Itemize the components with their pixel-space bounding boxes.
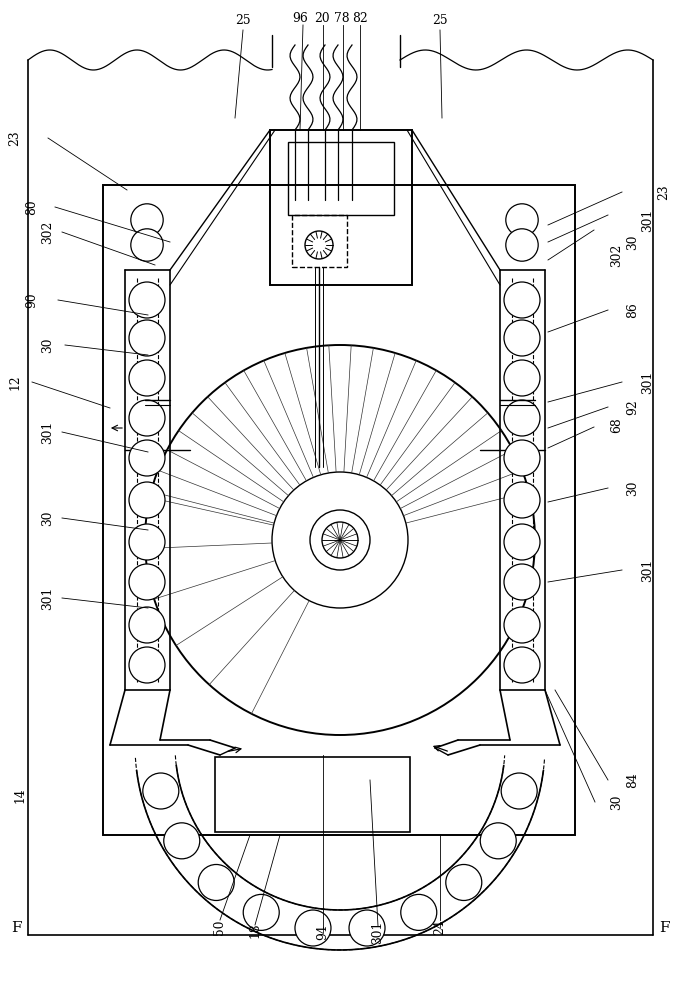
- Text: 302: 302: [610, 243, 624, 267]
- Circle shape: [129, 482, 165, 518]
- Text: 90: 90: [25, 292, 39, 308]
- Text: 20: 20: [314, 11, 330, 24]
- Circle shape: [401, 894, 437, 930]
- Circle shape: [163, 823, 200, 859]
- Circle shape: [506, 204, 538, 236]
- Circle shape: [501, 773, 537, 809]
- Text: 301: 301: [42, 586, 54, 610]
- Circle shape: [129, 360, 165, 396]
- Circle shape: [129, 647, 165, 683]
- Text: 302: 302: [42, 220, 54, 244]
- Text: 68: 68: [610, 417, 624, 433]
- Circle shape: [143, 773, 179, 809]
- Circle shape: [504, 440, 540, 476]
- Text: 301: 301: [642, 558, 654, 582]
- Text: 30: 30: [627, 480, 639, 496]
- Text: 24: 24: [434, 919, 447, 935]
- Text: 301: 301: [372, 920, 385, 944]
- Circle shape: [129, 440, 165, 476]
- Circle shape: [131, 204, 163, 236]
- Text: 96: 96: [292, 11, 308, 24]
- Text: 30: 30: [42, 510, 54, 526]
- Text: 25: 25: [432, 13, 448, 26]
- Text: 301: 301: [642, 208, 654, 232]
- Text: 50: 50: [214, 919, 227, 935]
- Text: 23: 23: [657, 184, 671, 200]
- Text: 18: 18: [249, 922, 262, 938]
- Text: 84: 84: [627, 772, 639, 788]
- Circle shape: [349, 910, 385, 946]
- Text: 94: 94: [317, 924, 330, 940]
- Circle shape: [504, 360, 540, 396]
- Circle shape: [198, 864, 234, 900]
- Circle shape: [504, 647, 540, 683]
- Circle shape: [504, 482, 540, 518]
- Circle shape: [243, 894, 279, 930]
- Text: 301: 301: [642, 370, 654, 394]
- Text: 82: 82: [352, 11, 368, 24]
- Text: 301: 301: [42, 420, 54, 444]
- Circle shape: [129, 400, 165, 436]
- Circle shape: [129, 564, 165, 600]
- Text: 30: 30: [610, 794, 624, 810]
- Text: 23: 23: [8, 130, 22, 146]
- Circle shape: [446, 864, 481, 900]
- Circle shape: [129, 320, 165, 356]
- Circle shape: [506, 229, 538, 261]
- Text: 86: 86: [627, 302, 639, 318]
- Bar: [270, 130, 412, 285]
- Circle shape: [504, 400, 540, 436]
- Text: 30: 30: [42, 337, 54, 353]
- Text: 30: 30: [627, 234, 639, 250]
- Circle shape: [295, 910, 331, 946]
- Text: F: F: [659, 921, 669, 935]
- Circle shape: [504, 320, 540, 356]
- Text: 80: 80: [25, 199, 39, 215]
- Text: 78: 78: [334, 11, 350, 24]
- Circle shape: [504, 524, 540, 560]
- Circle shape: [129, 607, 165, 643]
- Bar: [292, 215, 347, 267]
- Text: 14: 14: [14, 787, 27, 803]
- Circle shape: [480, 823, 516, 859]
- Circle shape: [129, 282, 165, 318]
- Text: F: F: [11, 921, 21, 935]
- Circle shape: [504, 282, 540, 318]
- Circle shape: [504, 564, 540, 600]
- Bar: [215, 757, 410, 832]
- Circle shape: [131, 229, 163, 261]
- Bar: [288, 142, 394, 215]
- Circle shape: [129, 524, 165, 560]
- Text: 12: 12: [8, 374, 22, 390]
- Bar: [103, 185, 575, 835]
- Text: 92: 92: [627, 399, 639, 415]
- Text: 25: 25: [235, 13, 251, 26]
- Circle shape: [504, 607, 540, 643]
